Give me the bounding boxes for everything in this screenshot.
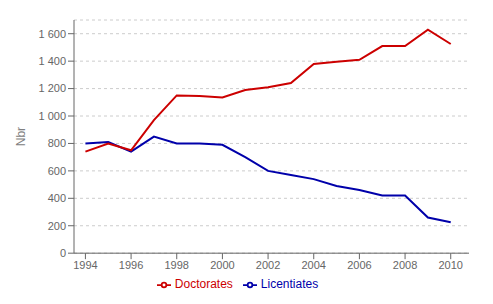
svg-text:1 600: 1 600 bbox=[38, 28, 66, 40]
svg-text:1 200: 1 200 bbox=[38, 82, 66, 94]
svg-text:200: 200 bbox=[48, 220, 66, 232]
svg-text:600: 600 bbox=[48, 165, 66, 177]
svg-text:2006: 2006 bbox=[347, 259, 371, 271]
svg-text:400: 400 bbox=[48, 192, 66, 204]
svg-text:2008: 2008 bbox=[393, 259, 417, 271]
svg-text:1998: 1998 bbox=[165, 259, 189, 271]
svg-text:2002: 2002 bbox=[256, 259, 280, 271]
svg-text:2004: 2004 bbox=[301, 259, 325, 271]
html-text:Licentiates: Licentiates bbox=[260, 277, 319, 292]
svg-text:2010: 2010 bbox=[438, 259, 462, 271]
svg-text:800: 800 bbox=[48, 137, 66, 149]
svg-text:Nbr: Nbr bbox=[14, 127, 28, 146]
svg-text:1994: 1994 bbox=[73, 259, 97, 271]
svg-text:2000: 2000 bbox=[210, 259, 234, 271]
svg-text:1 000: 1 000 bbox=[38, 110, 66, 122]
html-text:Doctorates: Doctorates bbox=[174, 277, 233, 292]
svg-text:1 400: 1 400 bbox=[38, 55, 66, 67]
svg-text:1996: 1996 bbox=[119, 259, 143, 271]
svg-text:0: 0 bbox=[60, 247, 66, 259]
